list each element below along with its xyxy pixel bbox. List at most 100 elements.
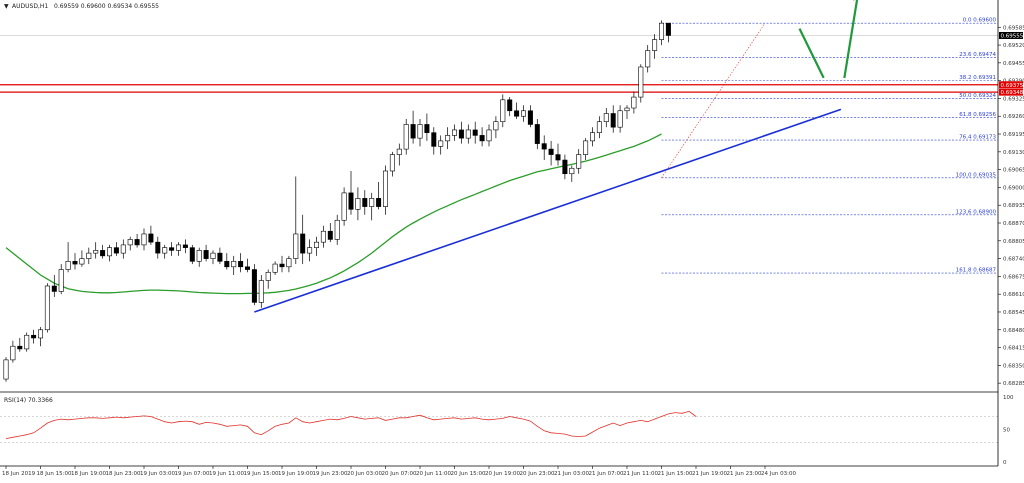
y-tick-label: 0.69520 <box>1003 43 1024 49</box>
bearish-candle <box>190 245 194 264</box>
x-tick-label: 19 Jun 07:00 <box>175 471 210 477</box>
x-tick-label: 19 Jun 23:00 <box>313 471 348 477</box>
candle-body <box>25 335 29 349</box>
x-tick-label: 21 Jun 23:00 <box>727 471 762 477</box>
fib-level-label: 61.8 0.69256 <box>959 112 996 118</box>
candle-body <box>11 346 15 360</box>
y-tick-label: 0.68350 <box>1003 363 1024 369</box>
y-tick-label: 0.68545 <box>1003 310 1024 316</box>
candle-body <box>556 155 560 160</box>
y-tick-label: 0.68610 <box>1003 292 1024 298</box>
y-tick-label: 0.69130 <box>1003 150 1024 156</box>
bullish-candle <box>342 187 346 225</box>
x-tick-label: 20 Jun 23:00 <box>520 471 555 477</box>
candle-body <box>370 198 374 206</box>
candle-body <box>183 245 187 248</box>
bullish-candle <box>45 283 49 332</box>
candle-body <box>294 234 298 259</box>
x-tick-label: 21 Jun 11:00 <box>623 471 658 477</box>
candle-body <box>590 133 594 141</box>
price-tag-label: 0.69348 <box>1001 90 1024 96</box>
candle-body <box>114 248 118 253</box>
candle-body <box>632 97 636 108</box>
y-tick-label: 0.69065 <box>1003 168 1024 174</box>
candle-body <box>218 253 222 261</box>
fib-level-label: 38.2 0.69391 <box>959 75 996 81</box>
x-tick-label: 21 Jun 03:00 <box>554 471 589 477</box>
candle-body <box>107 248 111 256</box>
candle-body <box>459 130 463 138</box>
candle-body <box>473 130 477 135</box>
candle-body <box>652 40 656 51</box>
candle-body <box>349 193 353 209</box>
rsi-tick-label: 0 <box>1003 460 1007 466</box>
candle-body <box>176 245 180 250</box>
fib-level-label: 50.0 0.69324 <box>959 93 996 99</box>
x-tick-label: 18 Jun 2019 <box>2 471 36 477</box>
candle-body <box>563 160 567 174</box>
x-tick-label: 18 Jun 19:00 <box>71 471 106 477</box>
candle-body <box>535 124 539 143</box>
candle-body <box>66 261 70 269</box>
fib-level-label: 123.6 0.68900 <box>956 209 997 215</box>
candle-body <box>528 111 532 125</box>
candle-body <box>625 108 629 111</box>
candle-body <box>190 248 194 262</box>
y-tick-label: 0.69325 <box>1003 96 1024 102</box>
candle-body <box>335 220 339 239</box>
candle-body <box>411 124 415 138</box>
y-tick-label: 0.69195 <box>1003 132 1024 138</box>
rsi-tick-label: 100 <box>1003 395 1014 401</box>
candle-body <box>432 133 436 147</box>
rsi-label: RSI(14) 70.3366 <box>4 397 53 404</box>
candle-body <box>238 261 242 266</box>
candle-body <box>301 234 305 253</box>
candle-body <box>418 124 422 138</box>
candle-body <box>404 124 408 149</box>
candle-body <box>452 130 456 135</box>
bullish-candle <box>4 357 8 382</box>
x-tick-label: 24 Jun 03:00 <box>761 471 796 477</box>
candle-body <box>611 114 615 128</box>
candle-body <box>142 234 146 245</box>
candle-body <box>245 267 249 270</box>
x-tick-label: 21 Jun 15:00 <box>658 471 693 477</box>
candle-body <box>445 135 449 140</box>
x-tick-label: 18 Jun 15:00 <box>37 471 72 477</box>
candle-body <box>425 124 429 132</box>
candle-body <box>169 248 173 251</box>
y-tick-label: 0.69260 <box>1003 114 1024 120</box>
candle-body <box>646 51 650 67</box>
candle-body <box>252 270 256 303</box>
y-tick-label: 0.68805 <box>1003 239 1024 245</box>
fib-level-label: 76.4 0.69173 <box>959 135 996 141</box>
candle-body <box>390 155 394 171</box>
candle-body <box>501 100 505 122</box>
candle-body <box>356 198 360 209</box>
y-tick-label: 0.68675 <box>1003 274 1024 280</box>
candle-body <box>128 239 132 244</box>
y-tick-label: 0.68935 <box>1003 203 1024 209</box>
price-tag-label: 0.69555 <box>1001 33 1024 39</box>
x-tick-label: 19 Jun 03:00 <box>140 471 175 477</box>
fib-level-label: 23.6 0.69474 <box>959 52 996 58</box>
fib-level-label: 0.0 0.69600 <box>963 18 997 24</box>
candle-body <box>197 250 201 261</box>
candle-body <box>487 130 491 141</box>
symbol-label: AUDUSD,H1 <box>12 3 48 10</box>
candle-body <box>597 122 601 133</box>
candle-body <box>266 272 270 280</box>
candle-body <box>397 149 401 154</box>
candle-body <box>570 168 574 173</box>
y-tick-label: 0.68740 <box>1003 257 1024 263</box>
y-tick-label: 0.68285 <box>1003 381 1024 387</box>
candle-body <box>583 141 587 155</box>
candle-body <box>45 286 49 330</box>
candle-body <box>604 114 608 122</box>
candle-body <box>204 250 208 258</box>
price-tag-label: 0.69375 <box>1001 83 1024 89</box>
candle-body <box>73 261 77 264</box>
x-tick-label: 21 Jun 07:00 <box>589 471 624 477</box>
